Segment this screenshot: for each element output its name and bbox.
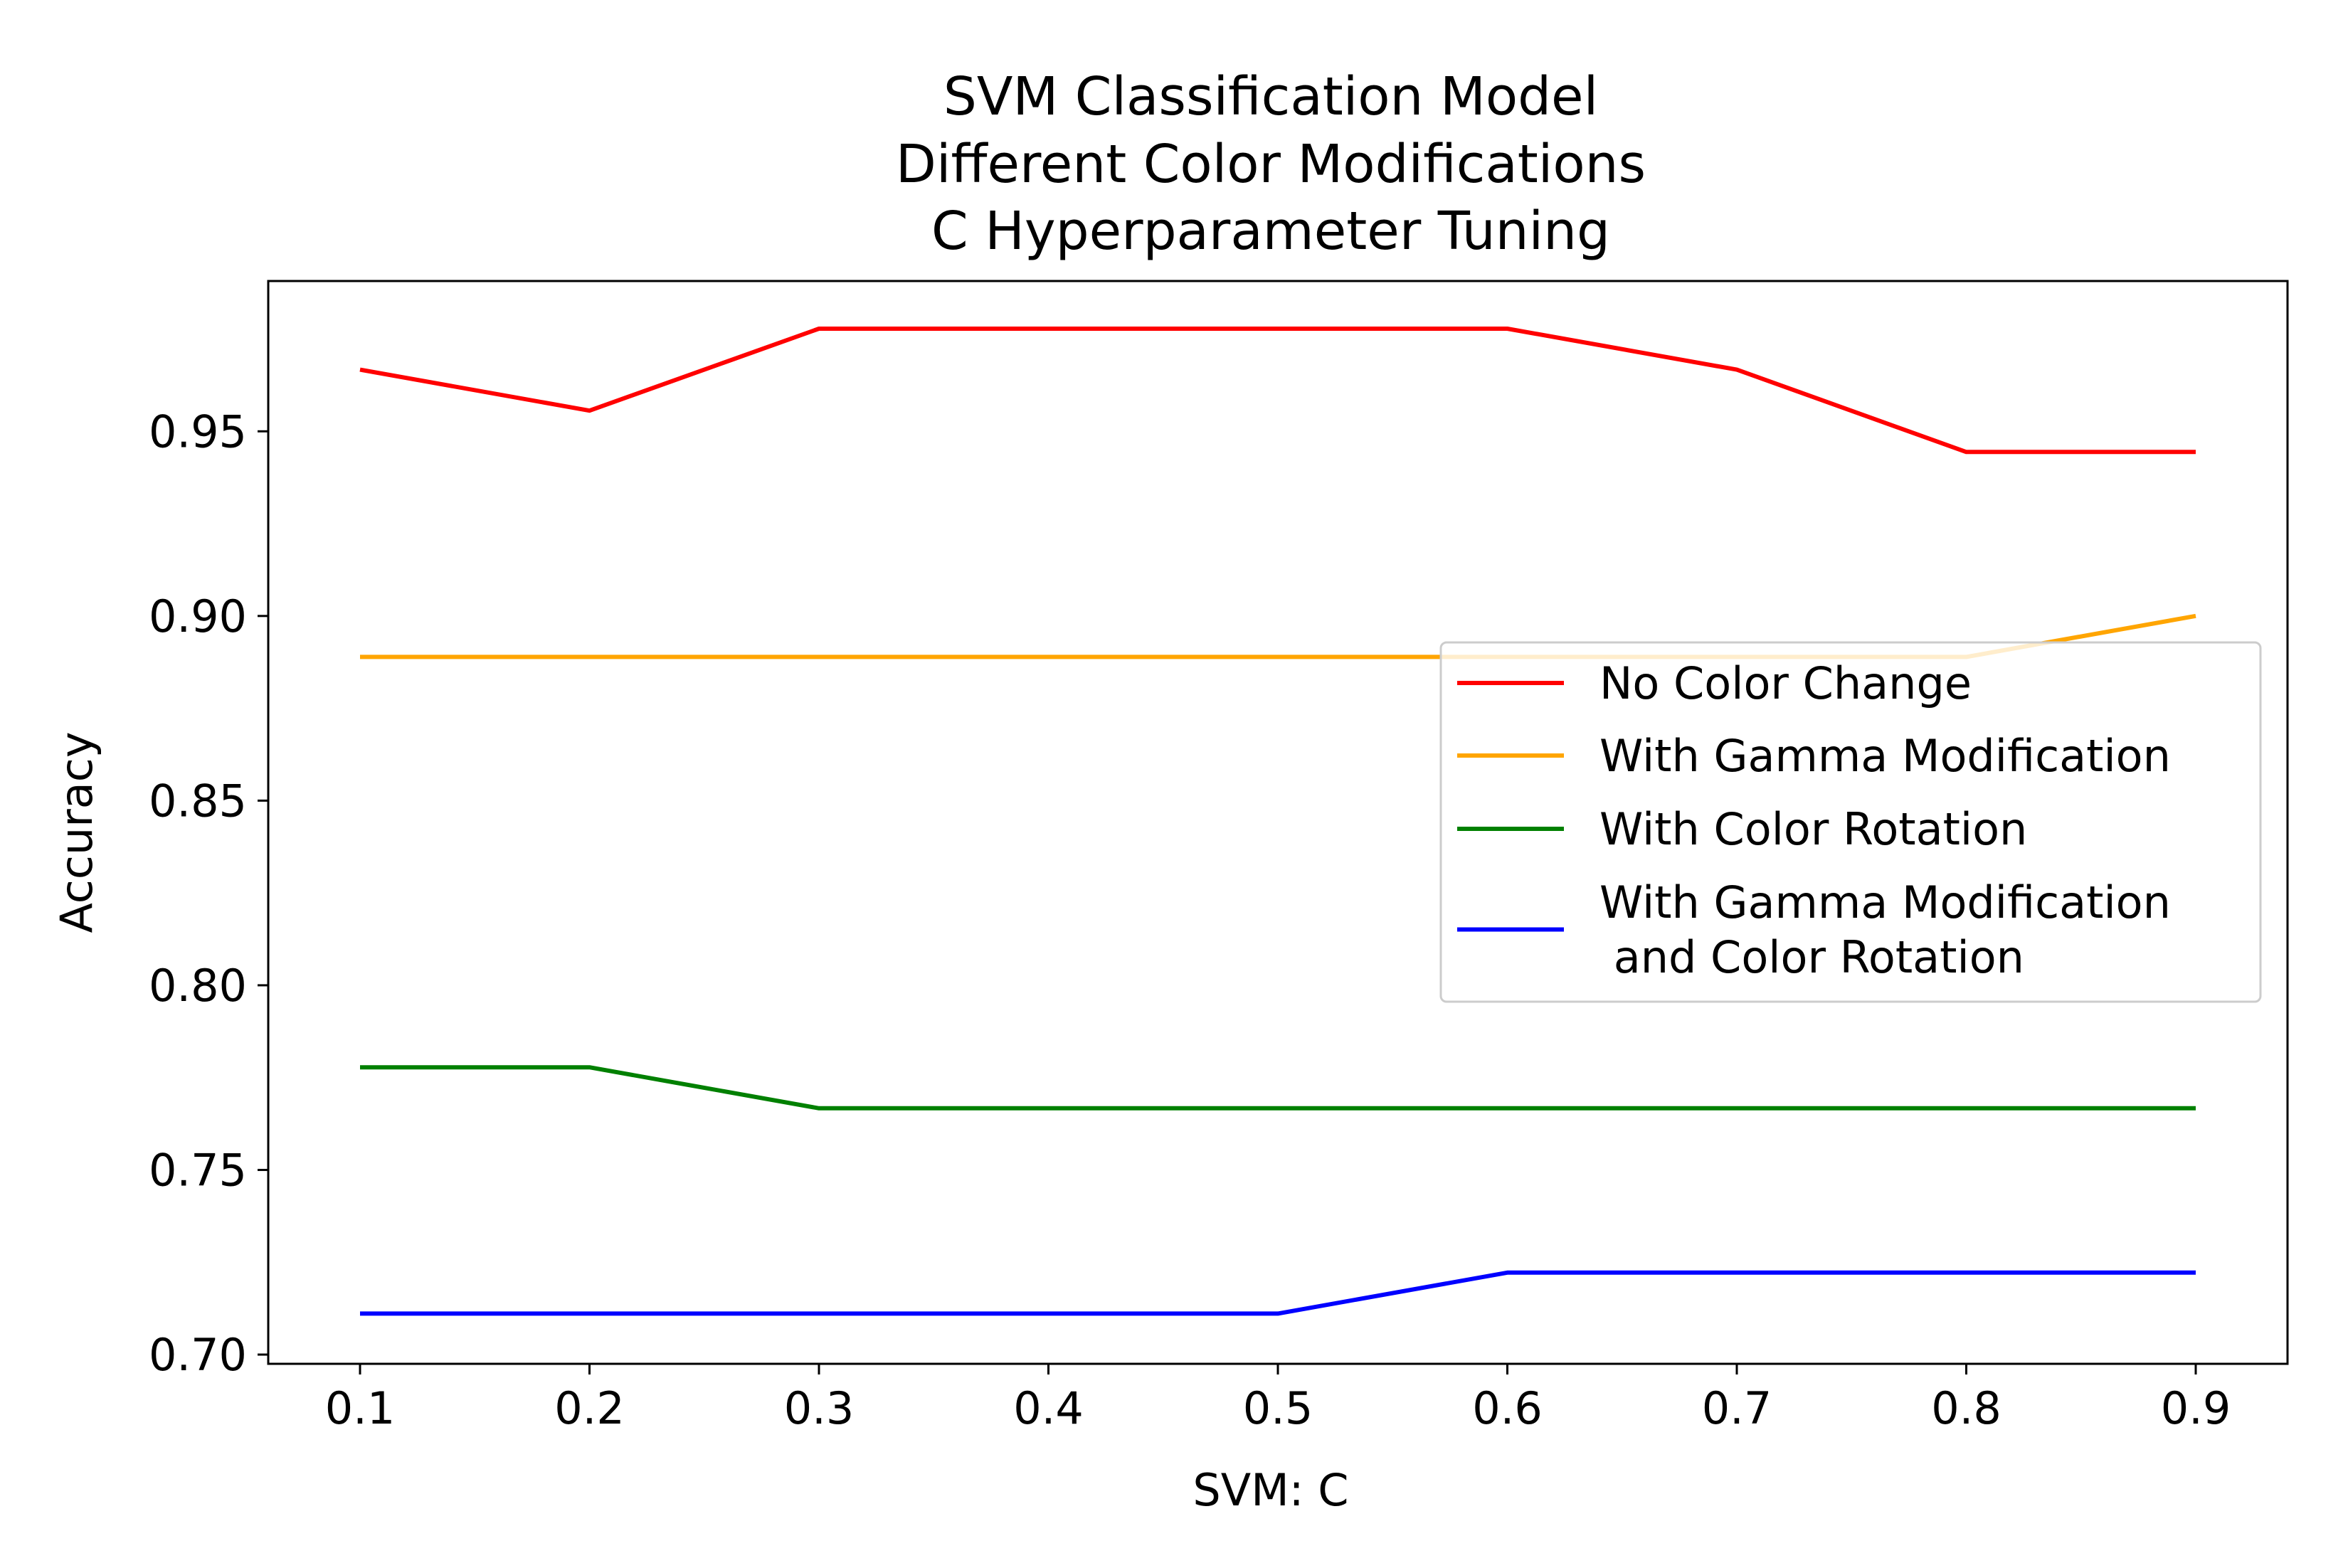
x-tick-label: 0.6 — [1472, 1382, 1543, 1434]
x-tick-label: 0.9 — [2161, 1382, 2231, 1434]
legend-label-line: With Gamma Modification — [1599, 730, 2171, 782]
legend-label-2: With Gamma Modification — [1599, 730, 2171, 782]
y-tick-label: 0.85 — [149, 775, 247, 827]
legend-label-3: With Color Rotation — [1599, 803, 2027, 855]
y-tick-label: 0.90 — [149, 590, 247, 642]
legend-label-line: No Color Change — [1599, 657, 1972, 709]
legend-label-line: With Color Rotation — [1599, 803, 2027, 855]
y-tick-label: 0.80 — [149, 960, 247, 1012]
x-tick-label: 0.8 — [1931, 1382, 2001, 1434]
y-tick-label: 0.70 — [149, 1329, 247, 1381]
legend-label-line: and Color Rotation — [1599, 931, 2024, 983]
x-tick-label: 0.1 — [325, 1382, 396, 1434]
x-tick-label: 0.3 — [784, 1382, 855, 1434]
x-tick-label: 0.7 — [1702, 1382, 1772, 1434]
series-line-1 — [359, 327, 2196, 455]
legend-label-1: No Color Change — [1599, 657, 1972, 709]
series-layer — [359, 327, 2196, 1316]
x-tick-label: 0.2 — [554, 1382, 625, 1434]
title-line-2: Different Color Modifications — [896, 134, 1646, 195]
y-tick-label: 0.75 — [149, 1144, 247, 1196]
series-line-3 — [360, 1065, 2196, 1111]
chart-title: SVM Classification Model Different Color… — [896, 66, 1646, 262]
x-axis-label: SVM: C — [1192, 1464, 1348, 1516]
legend-label-4: With Gamma Modification and Color Rotati… — [1599, 876, 2171, 983]
x-tick-label: 0.5 — [1243, 1382, 1313, 1434]
axes-layer: 0.1 0.2 0.3 0.4 0.5 0.6 0.7 0.8 0.9 0.70 0.75 0.80 0… — [149, 280, 2289, 1434]
title-line-1: SVM Classification Model — [943, 66, 1598, 127]
y-axis-label: Accuracy — [51, 731, 102, 933]
legend-box — [1439, 641, 2262, 1003]
legend-label-line: With Gamma Modification — [1599, 876, 2171, 928]
title-line-3: C Hyperparameter Tuning — [931, 201, 1610, 262]
series-line-4 — [360, 1270, 2196, 1316]
y-tick-label: 0.95 — [149, 406, 247, 457]
x-tick-label: 0.4 — [1013, 1382, 1084, 1434]
